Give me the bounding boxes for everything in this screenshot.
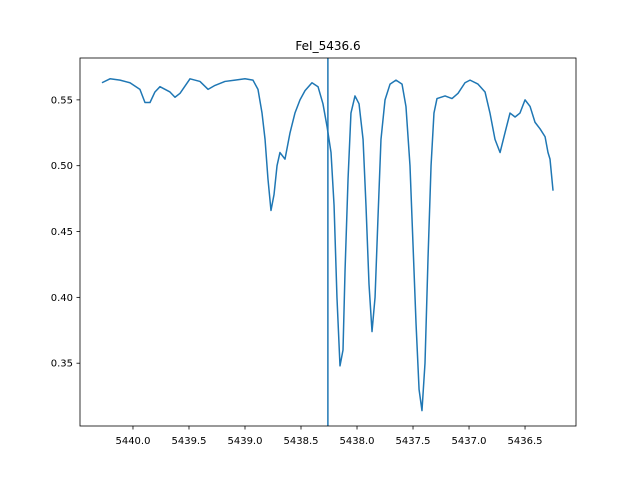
y-tick-label: 0.40 bbox=[51, 293, 73, 304]
chart-title: FeI_5436.6 bbox=[295, 39, 360, 53]
x-tick-label: 5437.5 bbox=[396, 436, 431, 447]
data-line bbox=[101, 78, 554, 412]
x-tick-label: 5439.5 bbox=[171, 436, 206, 447]
axes-frame bbox=[79, 57, 577, 427]
x-tick-label: 5436.5 bbox=[508, 436, 543, 447]
x-tick-label: 5438.5 bbox=[284, 436, 319, 447]
y-tick-label: 0.55 bbox=[51, 95, 73, 106]
y-tick-label: 0.45 bbox=[51, 227, 73, 238]
y-tick-label: 0.35 bbox=[51, 359, 73, 370]
x-tick-label: 5440.0 bbox=[115, 436, 150, 447]
y-tick-label: 0.50 bbox=[51, 161, 73, 172]
x-tick-label: 5439.0 bbox=[227, 436, 262, 447]
x-tick-label: 5437.0 bbox=[452, 436, 487, 447]
x-tick-label: 5438.0 bbox=[340, 436, 375, 447]
